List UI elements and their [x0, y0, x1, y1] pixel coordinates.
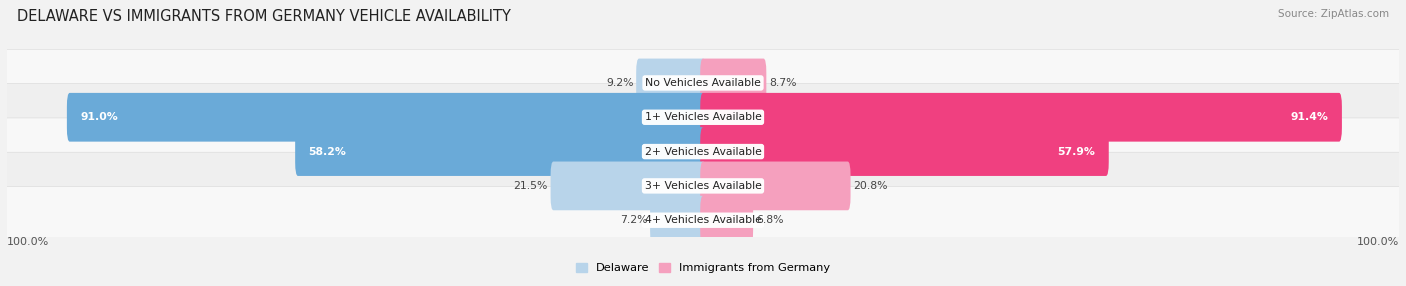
Text: 100.0%: 100.0% [1357, 237, 1399, 247]
FancyBboxPatch shape [4, 84, 1402, 151]
Text: 20.8%: 20.8% [853, 181, 887, 191]
Text: 100.0%: 100.0% [7, 237, 49, 247]
Text: DELAWARE VS IMMIGRANTS FROM GERMANY VEHICLE AVAILABILITY: DELAWARE VS IMMIGRANTS FROM GERMANY VEHI… [17, 9, 510, 23]
FancyBboxPatch shape [4, 49, 1402, 117]
Text: 91.4%: 91.4% [1291, 112, 1329, 122]
FancyBboxPatch shape [4, 118, 1402, 185]
FancyBboxPatch shape [700, 162, 851, 210]
Text: 58.2%: 58.2% [308, 147, 346, 156]
FancyBboxPatch shape [700, 127, 1109, 176]
Text: 1+ Vehicles Available: 1+ Vehicles Available [644, 112, 762, 122]
Legend: Delaware, Immigrants from Germany: Delaware, Immigrants from Germany [575, 263, 831, 273]
FancyBboxPatch shape [4, 186, 1402, 254]
FancyBboxPatch shape [650, 196, 706, 245]
FancyBboxPatch shape [700, 196, 754, 245]
Text: No Vehicles Available: No Vehicles Available [645, 78, 761, 88]
Text: 7.2%: 7.2% [620, 215, 647, 225]
Text: 21.5%: 21.5% [513, 181, 548, 191]
Text: Source: ZipAtlas.com: Source: ZipAtlas.com [1278, 9, 1389, 19]
FancyBboxPatch shape [700, 59, 766, 107]
FancyBboxPatch shape [636, 59, 706, 107]
FancyBboxPatch shape [4, 152, 1402, 220]
Text: 9.2%: 9.2% [606, 78, 633, 88]
Text: 91.0%: 91.0% [80, 112, 118, 122]
FancyBboxPatch shape [67, 93, 706, 142]
Text: 3+ Vehicles Available: 3+ Vehicles Available [644, 181, 762, 191]
Text: 57.9%: 57.9% [1057, 147, 1095, 156]
FancyBboxPatch shape [700, 93, 1341, 142]
FancyBboxPatch shape [551, 162, 706, 210]
Text: 4+ Vehicles Available: 4+ Vehicles Available [644, 215, 762, 225]
Text: 8.7%: 8.7% [769, 78, 797, 88]
Text: 2+ Vehicles Available: 2+ Vehicles Available [644, 147, 762, 156]
FancyBboxPatch shape [295, 127, 706, 176]
Text: 6.8%: 6.8% [756, 215, 783, 225]
